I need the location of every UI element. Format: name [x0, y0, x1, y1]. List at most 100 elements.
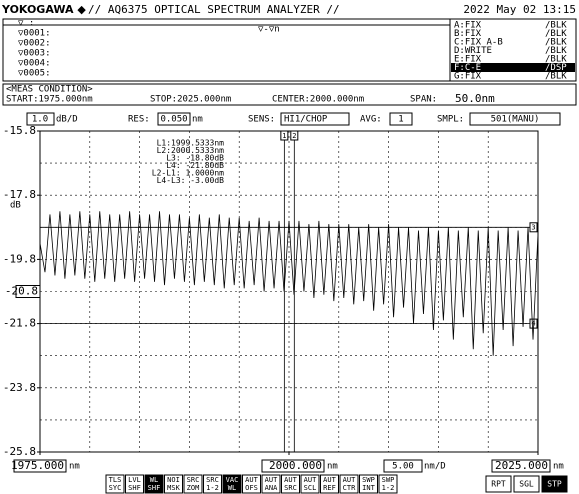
trace-label: A:FIX	[454, 21, 482, 31]
marker-row: ▽0005:	[18, 69, 51, 79]
soft-key-bottom: ZOM	[187, 484, 200, 492]
trace-mode: /BLK	[545, 55, 567, 65]
soft-key[interactable]	[125, 474, 144, 494]
meas-start: START:1975.000nm	[6, 95, 93, 105]
marker-name: 2	[292, 132, 296, 140]
y-tick-label: -23.8	[3, 381, 36, 394]
marker-readout: L2:2000.5333nm	[157, 146, 225, 155]
trace-mode: /BLK	[545, 38, 567, 48]
smpl: 501(MANU)	[491, 115, 540, 125]
marker-tag	[280, 130, 289, 141]
soft-key-top: SWP	[382, 476, 395, 484]
soft-key-bottom: REF	[323, 484, 336, 492]
action-key[interactable]	[485, 475, 512, 493]
marker-row: ▽ :	[18, 19, 34, 29]
trace-highlight	[451, 63, 575, 72]
soft-key-top: AUT	[265, 476, 278, 484]
marker-row: ▽0003:	[18, 49, 51, 59]
trace-mode: /BLK	[545, 21, 567, 31]
marker-readout: L4: -21.80dB	[166, 161, 224, 170]
marker-row: ▽0004:	[18, 59, 51, 69]
action-key[interactable]	[541, 475, 568, 493]
soft-key-bottom: OFS	[245, 484, 258, 492]
x-unit: nm	[327, 462, 338, 472]
soft-key-bottom: SCL	[304, 484, 317, 492]
scale: 1.0	[32, 115, 48, 125]
trace-mode: /BLK	[545, 72, 567, 82]
ref-level: -20.8	[5, 285, 38, 298]
marker-readout: L1:1999.5333nm	[157, 139, 225, 148]
soft-key-bottom: SHF	[128, 484, 141, 492]
scale-box	[26, 112, 55, 126]
x-tick-box	[491, 459, 551, 473]
soft-key[interactable]	[105, 474, 125, 494]
avg-label: AVG:	[360, 115, 382, 125]
soft-key[interactable]	[164, 474, 183, 494]
avg-box	[389, 112, 413, 126]
trace-label: E:FIX	[454, 55, 482, 65]
soft-key[interactable]	[281, 474, 300, 494]
soft-key-bottom: 1-2	[382, 484, 395, 492]
soft-key-top: SRC	[206, 476, 219, 484]
x-tick-box	[13, 459, 67, 473]
x-scale-unit: nm/D	[424, 462, 446, 472]
scale-unit: dB/D	[56, 115, 78, 125]
meas-stop: STOP:2025.000nm	[150, 95, 231, 105]
sens: HI1/CHOP	[284, 115, 328, 125]
soft-key[interactable]	[261, 474, 281, 494]
soft-key-bottom: SYC	[109, 484, 122, 492]
soft-key[interactable]	[242, 474, 261, 494]
trace-label: F:C-E	[454, 63, 481, 73]
y-tick-label: -25.8	[3, 445, 36, 458]
soft-key-top: SRC	[187, 476, 200, 484]
marker-tag	[529, 222, 538, 233]
soft-key-top: WL	[150, 476, 158, 484]
marker-tag	[290, 130, 299, 141]
trace-label: C:FIX A-B	[454, 38, 503, 48]
trace	[39, 211, 539, 356]
soft-key-top: LVL	[128, 476, 141, 484]
meas-panel	[2, 83, 577, 106]
soft-key[interactable]	[359, 474, 378, 494]
soft-key-top: AUT	[304, 476, 317, 484]
x-unit: nm	[553, 462, 564, 472]
trace-mode: /DSP	[545, 63, 567, 73]
res-label: RES:	[128, 115, 150, 125]
trace-mode: /BLK	[545, 46, 567, 56]
soft-key[interactable]	[183, 474, 203, 494]
meas-span-label: SPAN:	[410, 95, 437, 105]
soft-key[interactable]	[222, 474, 242, 494]
y-tick-label: -21.8	[3, 317, 36, 330]
soft-key-bottom: CTR	[343, 484, 356, 492]
avg: 1	[398, 115, 403, 125]
action-label: SGL	[519, 480, 534, 489]
soft-key[interactable]	[203, 474, 222, 494]
soft-key[interactable]	[300, 474, 320, 494]
soft-key-top: VAC	[226, 476, 239, 484]
marker-readout: L4-L3: -3.00dB	[157, 176, 225, 185]
action-key[interactable]	[513, 475, 540, 493]
trace-mode: /BLK	[545, 29, 567, 39]
marker-center: ▽-▽n	[258, 25, 280, 35]
x-tick-label: 1975.000	[11, 459, 64, 472]
meas-center: CENTER:2000.000nm	[272, 95, 364, 105]
res-unit: nm	[192, 115, 203, 125]
soft-key[interactable]	[339, 474, 359, 494]
smpl-label: SMPL:	[437, 115, 464, 125]
x-tick-label: 2025.000	[495, 459, 548, 472]
y-tick-label: -17.8	[3, 188, 36, 201]
res: 0.050	[160, 115, 187, 125]
x-tick-box	[261, 459, 325, 473]
marker-name: 3	[531, 223, 535, 231]
soft-key[interactable]	[378, 474, 398, 494]
soft-key[interactable]	[320, 474, 339, 494]
soft-key-bottom: MSK	[167, 484, 180, 492]
trace-panel	[449, 18, 577, 82]
soft-key-top: NOI	[167, 476, 180, 484]
soft-key[interactable]	[144, 474, 164, 494]
action-label: STP	[547, 480, 562, 489]
soft-key-top: SWP	[362, 476, 375, 484]
marker-readout: L3: -18.80dB	[166, 154, 224, 163]
soft-key-top: AUT	[323, 476, 336, 484]
